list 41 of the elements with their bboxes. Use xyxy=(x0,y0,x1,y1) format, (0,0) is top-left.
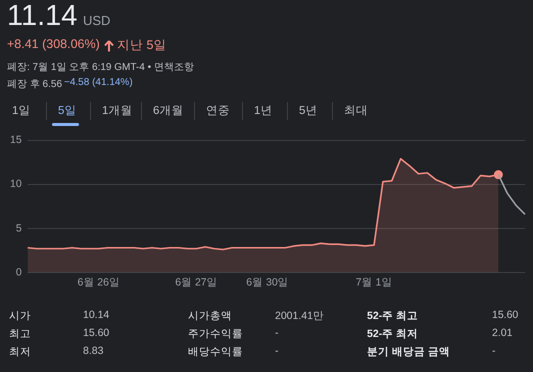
chart-title: 11.14 xyxy=(7,0,78,33)
text: 10.14 xyxy=(83,309,110,321)
text: 시가 xyxy=(9,309,31,323)
text: - xyxy=(492,345,496,357)
text: 1개월 xyxy=(102,104,132,118)
text: USD xyxy=(83,13,110,28)
text: 최고 xyxy=(9,327,31,341)
text: 52-주 최저 xyxy=(367,327,418,341)
text: 15.60 xyxy=(83,327,110,339)
text: 2.01 xyxy=(492,327,512,339)
text: 배당수익률 xyxy=(188,345,243,359)
text: 1일 xyxy=(12,104,30,118)
text: 5일 xyxy=(58,104,76,118)
x-tick-label: 7월 1일 xyxy=(356,276,392,289)
x-tick-label: 6월 30일 xyxy=(246,276,289,289)
text: 5년 xyxy=(299,104,318,118)
text: 분기 배당금 금액 xyxy=(367,345,450,359)
text: 15.60 xyxy=(492,309,518,321)
y-tick-label: 10 xyxy=(10,178,22,190)
text: −4.58 (41.14%) xyxy=(64,77,133,88)
text: 2001.41만 xyxy=(275,309,324,323)
text: 지난 5일 xyxy=(117,37,166,54)
y-tick-label: 15 xyxy=(10,134,22,146)
text: - xyxy=(275,345,278,357)
x-tick-label: 6월 26일 xyxy=(78,276,120,289)
y-tick-label: 0 xyxy=(16,266,22,278)
x-tick-label: 6월 27일 xyxy=(175,276,218,289)
text: 최대 xyxy=(344,104,368,118)
text: - xyxy=(275,327,278,339)
text: 시가총액 xyxy=(188,309,232,323)
text: 연중 xyxy=(206,104,230,118)
text: 8.83 xyxy=(83,345,104,357)
text: +8.41 (308.06%) xyxy=(7,37,100,51)
text: 폐장: 7월 1일 오후 6:19 GMT-4 • 면책조항 xyxy=(7,61,194,74)
text: 최저 xyxy=(9,345,31,359)
text: 주가수익률 xyxy=(188,327,243,341)
text: 52-주 최고 xyxy=(367,309,418,323)
text: 6개월 xyxy=(153,104,184,118)
text: 폐장 후 6.56 xyxy=(7,78,62,91)
y-tick-label: 5 xyxy=(16,222,22,234)
text: 1년 xyxy=(254,104,272,118)
